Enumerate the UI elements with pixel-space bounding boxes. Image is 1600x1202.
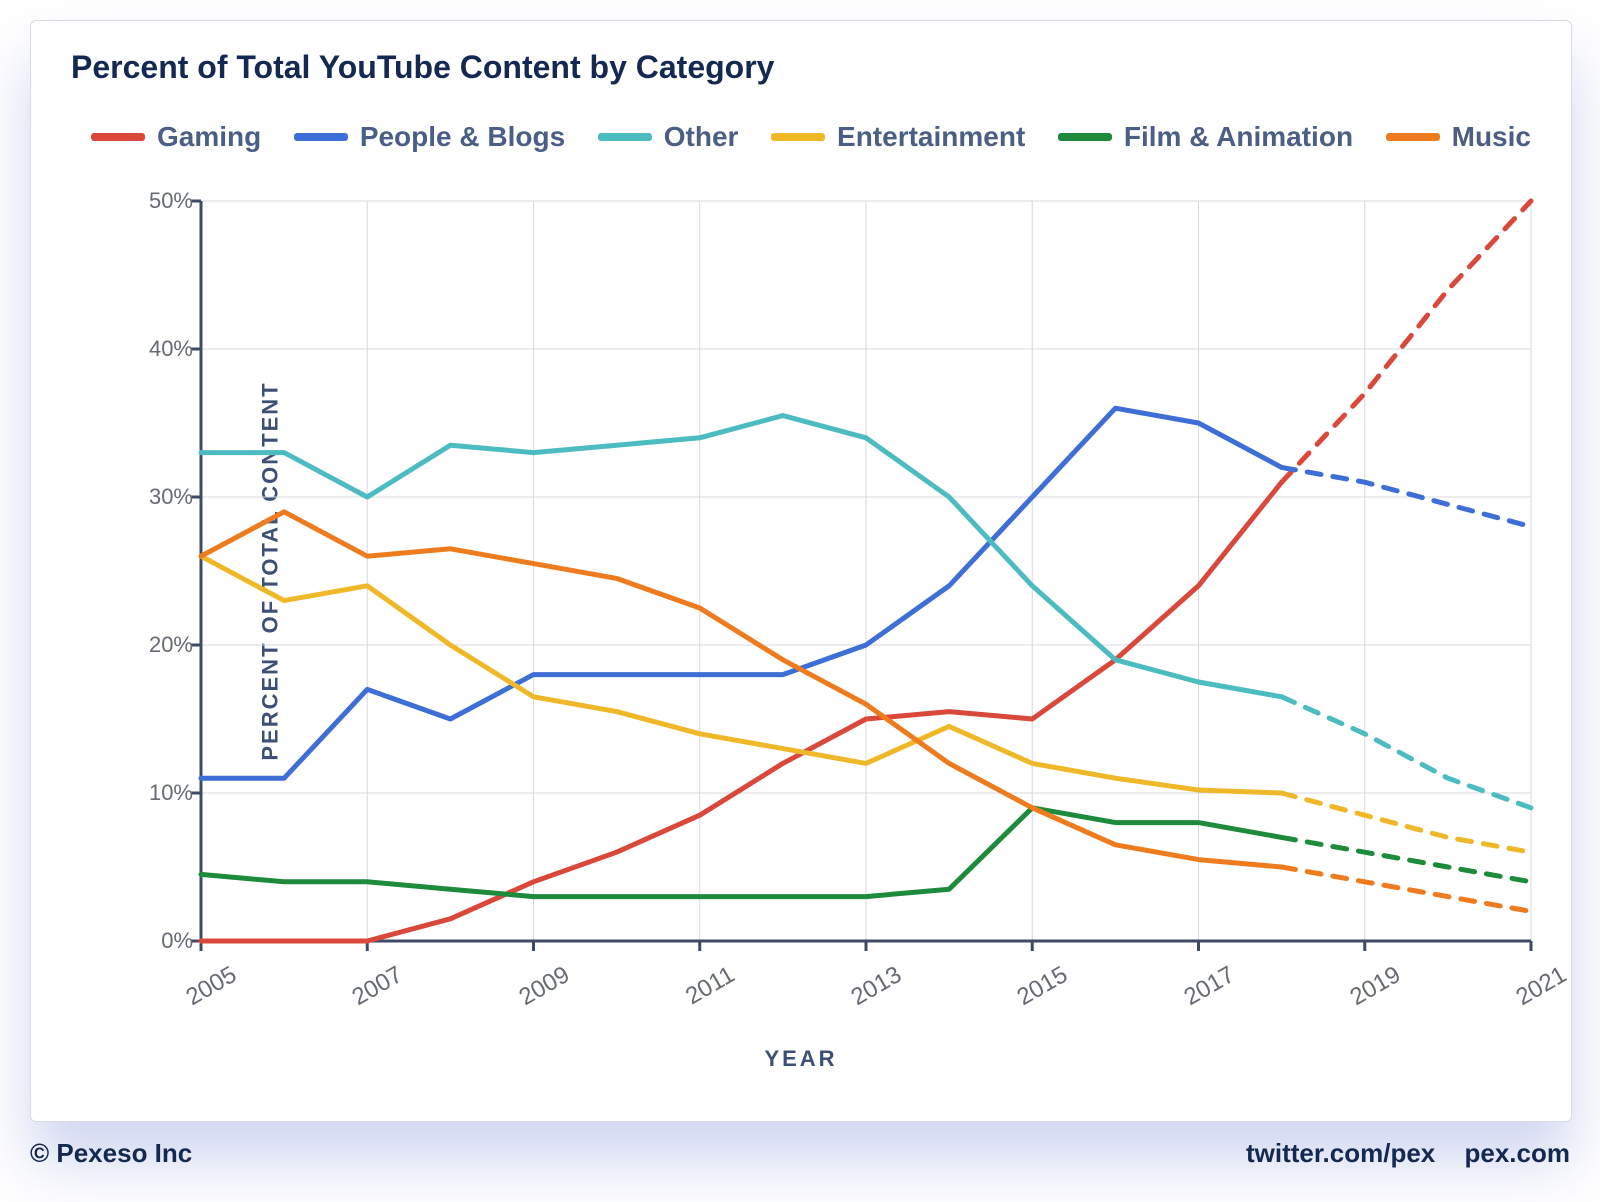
stage: Percent of Total YouTube Content by Cate… xyxy=(0,0,1600,1202)
x-tick-label: 2013 xyxy=(846,961,906,1012)
x-tick-label: 2019 xyxy=(1345,961,1405,1012)
legend-swatch xyxy=(771,133,825,141)
y-tick-label: 10% xyxy=(149,780,193,806)
legend-label: Other xyxy=(664,121,739,153)
x-tick-label: 2011 xyxy=(681,961,740,1011)
legend-item: Entertainment xyxy=(771,121,1025,153)
chart-title: Percent of Total YouTube Content by Cate… xyxy=(71,49,774,86)
legend-label: Entertainment xyxy=(837,121,1025,153)
legend-swatch xyxy=(1386,133,1440,141)
legend-label: People & Blogs xyxy=(360,121,565,153)
legend-label: Gaming xyxy=(157,121,261,153)
x-tick-label: 2021 xyxy=(1511,961,1571,1012)
y-tick-label: 50% xyxy=(149,188,193,214)
footer-twitter: twitter.com/pex xyxy=(1246,1138,1435,1168)
y-tick-label: 30% xyxy=(149,484,193,510)
legend-swatch xyxy=(1058,133,1112,141)
chart-plot xyxy=(201,201,1531,941)
x-tick-label: 2017 xyxy=(1179,961,1239,1012)
y-tick-label: 0% xyxy=(161,928,193,954)
legend-item: Music xyxy=(1386,121,1531,153)
y-tick-label: 40% xyxy=(149,336,193,362)
legend-swatch xyxy=(294,133,348,141)
legend-item: Film & Animation xyxy=(1058,121,1353,153)
x-tick-label: 2015 xyxy=(1013,961,1073,1012)
footer-links: twitter.com/pex pex.com xyxy=(1224,1138,1570,1169)
x-tick-label: 2009 xyxy=(514,961,574,1012)
legend-label: Film & Animation xyxy=(1124,121,1353,153)
footer: © Pexeso Inc twitter.com/pex pex.com xyxy=(30,1138,1570,1169)
y-tick-label: 20% xyxy=(149,632,193,658)
legend-swatch xyxy=(598,133,652,141)
footer-copyright: © Pexeso Inc xyxy=(30,1138,192,1169)
legend-label: Music xyxy=(1452,121,1531,153)
legend-item: Gaming xyxy=(91,121,261,153)
legend-item: People & Blogs xyxy=(294,121,565,153)
x-axis-title: YEAR xyxy=(31,1046,1571,1072)
legend-item: Other xyxy=(598,121,739,153)
legend-swatch xyxy=(91,133,145,141)
x-tick-label: 2007 xyxy=(348,961,408,1012)
legend: Gaming People & Blogs Other Entertainment Fi… xyxy=(91,121,1531,153)
x-tick-label: 2005 xyxy=(181,961,241,1012)
footer-site: pex.com xyxy=(1465,1138,1571,1168)
chart-card: Percent of Total YouTube Content by Cate… xyxy=(30,20,1572,1122)
